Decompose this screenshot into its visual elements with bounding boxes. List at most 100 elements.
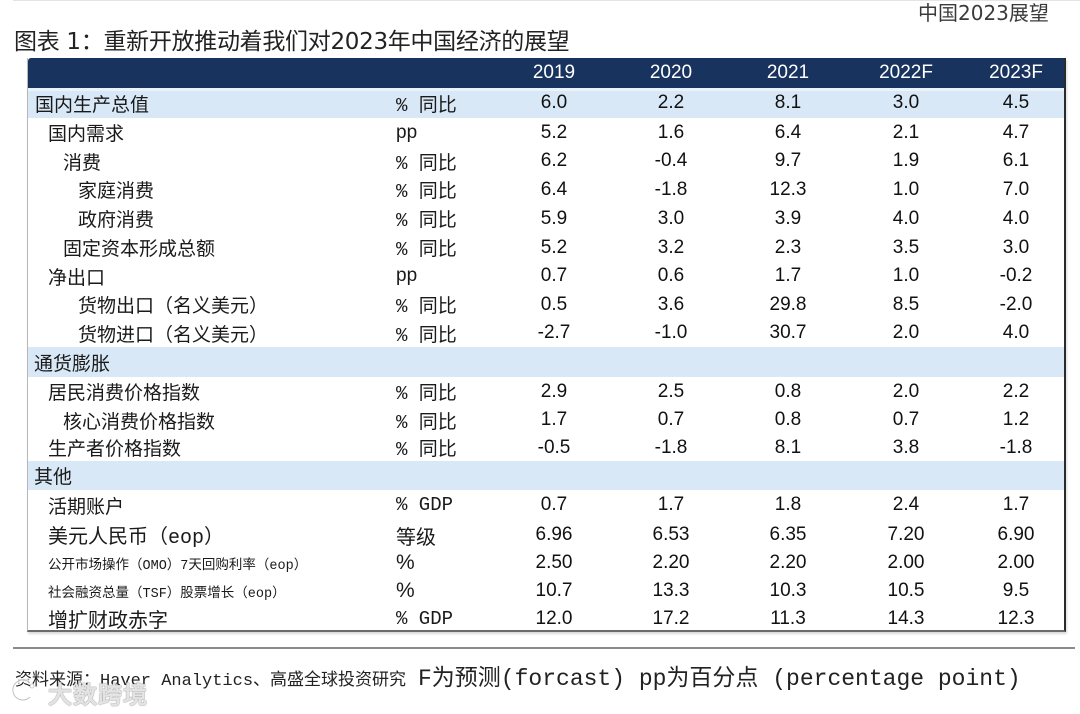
footer-divider <box>13 647 1075 649</box>
cell-2019: 5.9 <box>540 207 568 229</box>
cell-2023f: 1.2 <box>1002 409 1030 430</box>
row-label: 消费 <box>63 151 102 174</box>
section-label: 通货膨胀 <box>34 352 111 375</box>
cell-2021: 29.8 <box>769 293 807 315</box>
cell-2023f: 4.0 <box>1002 322 1030 343</box>
row-label: 生产者价格指数 <box>48 438 182 460</box>
row-label: 活期账户 <box>48 495 125 518</box>
cell-2023f: -2.0 <box>999 293 1033 315</box>
cell-2019: 6.4 <box>540 178 568 200</box>
cell-2020: 17.2 <box>652 607 690 629</box>
cell-2021: 1.7 <box>774 265 802 286</box>
row-label: 家庭消费 <box>78 180 155 202</box>
cell-2020: -1.0 <box>654 322 688 343</box>
cell-2021: 30.7 <box>769 322 807 343</box>
table-header-row: 2019 2020 2021 2022F 2023F <box>28 58 1064 88</box>
cell-2021: 6.4 <box>774 121 802 143</box>
row-label: 核心消费价格指数 <box>63 410 216 433</box>
cell-2022f: 2.4 <box>892 494 920 515</box>
cell-2020: 1.6 <box>657 121 685 143</box>
cell-2019: 6.2 <box>540 150 568 171</box>
row-label: 国内生产总值 <box>35 93 150 116</box>
cell-2021: 12.3 <box>769 178 807 200</box>
table-row: 国内需求 pp 5.2 1.6 6.4 2.1 4.7 <box>28 118 1064 147</box>
row-label: 增扩财政赤字 <box>48 608 168 632</box>
cell-2020: 2.20 <box>652 552 690 573</box>
cell-2019: 6.0 <box>540 92 568 113</box>
cell-2020: 0.7 <box>657 409 685 430</box>
column-header-2022f: 2022F <box>879 62 933 83</box>
row-unit: % 同比 <box>396 181 457 203</box>
row-label: 居民消费价格指数 <box>48 382 201 404</box>
row-unit: % 同比 <box>396 383 457 405</box>
column-header-2019: 2019 <box>532 62 576 83</box>
figure-title: 图表 1：重新开放推动着我们对2023年中国经济的展望 <box>14 29 570 55</box>
table-row: 活期账户 % GDP 0.7 1.7 1.8 2.4 1.7 <box>28 490 1064 520</box>
cell-2021: 1.8 <box>774 494 802 515</box>
row-unit: % 同比 <box>396 210 457 232</box>
cell-2019: 12.0 <box>535 607 573 629</box>
cell-2019: 5.2 <box>540 121 568 143</box>
cell-2023f: 4.5 <box>1002 92 1030 113</box>
cell-2022f: 7.20 <box>887 524 925 545</box>
outlook-table: 2019 2020 2021 2022F 2023F 国内生产总值 % 同比 6… <box>27 58 1066 632</box>
section-label: 其他 <box>34 466 73 488</box>
row-label: 美元人民币（eop） <box>48 527 225 550</box>
cell-2023f: 7.0 <box>1002 178 1030 200</box>
table-row: 社会融资总量（TSF）股票增长（eop） % 10.7 13.3 10.3 10… <box>28 576 1064 606</box>
cell-2023f: 9.5 <box>1002 580 1030 601</box>
cell-2019: 5.2 <box>540 236 568 258</box>
cell-2023f: 3.0 <box>1002 236 1030 258</box>
top-divider <box>13 0 1080 1</box>
row-unit: % 同比 <box>396 411 457 434</box>
cell-2020: 3.2 <box>657 236 685 258</box>
cell-2022f: 1.0 <box>892 178 920 200</box>
table-row: 生产者价格指数 % 同比 -0.5 -1.8 8.1 3.8 -1.8 <box>28 434 1064 462</box>
report-corner-label: 中国2023展望 <box>918 1 1049 25</box>
cell-2020: 6.53 <box>652 524 690 545</box>
cell-2019: 2.9 <box>540 380 568 402</box>
legend-note: F为预测(forcast) pp为百分点 (percentage point) <box>418 666 1021 692</box>
cell-2023f: 6.1 <box>1002 150 1030 171</box>
cell-2019: 2.50 <box>535 552 573 573</box>
column-header-2023f: 2023F <box>989 62 1043 83</box>
cell-2020: 3.6 <box>657 293 685 315</box>
row-unit: % 同比 <box>396 94 457 117</box>
cell-2021: 2.3 <box>774 236 802 258</box>
cell-2021: 10.3 <box>769 580 807 601</box>
cell-2022f: 3.8 <box>892 436 920 458</box>
table-row: 增扩财政赤字 % GDP 12.0 17.2 11.3 14.3 12.3 <box>28 606 1064 633</box>
table-row: 政府消费 % 同比 5.9 3.0 3.9 4.0 4.0 <box>28 204 1064 233</box>
table-row: 核心消费价格指数 % 同比 1.7 0.7 0.8 0.7 1.2 <box>28 406 1064 434</box>
row-unit: % <box>396 551 415 574</box>
table-row: 货物出口（名义美元） % 同比 0.5 3.6 29.8 8.5 -2.0 <box>28 290 1064 319</box>
section-row-other: 其他 <box>28 461 1064 490</box>
table-row: 国内生产总值 % 同比 6.0 2.2 8.1 3.0 4.5 <box>28 88 1064 118</box>
row-label: 政府消费 <box>78 209 155 231</box>
row-unit: % GDP <box>396 607 454 630</box>
cell-2023f: -0.2 <box>999 265 1033 286</box>
row-label: 货物出口（名义美元） <box>78 295 269 317</box>
row-unit: 等级 <box>396 524 436 549</box>
cell-2020: 13.3 <box>652 580 690 601</box>
cell-2021: 11.3 <box>770 607 806 629</box>
cell-2020: 2.2 <box>657 92 685 113</box>
cell-2021: 6.35 <box>769 524 807 545</box>
cell-2022f: 2.00 <box>887 552 925 573</box>
row-label: 公开市场操作（OMO）7天回购利率（eop） <box>48 558 308 574</box>
cell-2022f: 4.0 <box>892 207 920 229</box>
column-header-2021: 2021 <box>766 62 810 83</box>
row-label: 国内需求 <box>48 123 125 145</box>
row-label: 货物进口（名义美元） <box>78 323 269 346</box>
cell-2020: 0.6 <box>657 265 685 286</box>
row-unit: % 同比 <box>396 239 457 261</box>
cell-2020: -0.4 <box>654 150 688 171</box>
row-label: 社会融资总量（TSF）股票增长（eop） <box>48 586 286 602</box>
cell-2023f: 2.2 <box>1002 380 1030 402</box>
cell-2022f: 10.5 <box>887 580 925 601</box>
table-row: 家庭消费 % 同比 6.4 -1.8 12.3 1.0 7.0 <box>28 175 1064 204</box>
cell-2022f: 8.5 <box>892 293 920 315</box>
cell-2019: 6.96 <box>535 524 573 545</box>
cell-2023f: 4.7 <box>1002 121 1030 143</box>
cell-2019: -2.7 <box>537 322 571 343</box>
